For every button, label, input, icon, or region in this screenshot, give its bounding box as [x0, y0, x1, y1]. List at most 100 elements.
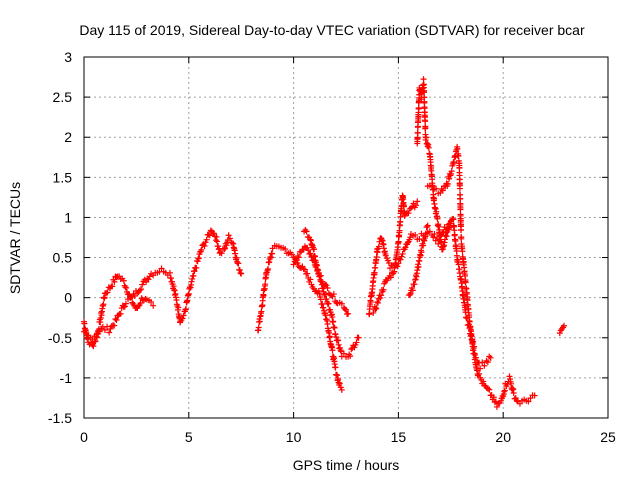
data-point [331, 324, 338, 331]
data-point [269, 250, 276, 257]
tick-labels: 0 5 10 15 20 25 -1.5 -1 -0.5 0 0.5 1 1.5 2 2.5 3 [48, 49, 616, 445]
data-point [338, 300, 345, 307]
data-point [322, 281, 329, 288]
data-point [439, 187, 446, 194]
data-point [180, 312, 187, 319]
data-point [137, 300, 144, 307]
data-point [560, 322, 567, 329]
data-point [158, 265, 165, 272]
data-point [112, 315, 119, 322]
data-point [307, 250, 314, 257]
data-point [374, 299, 381, 306]
data-point [335, 341, 342, 348]
data-points [81, 76, 567, 410]
data-point [89, 336, 96, 343]
data-point [469, 338, 476, 345]
data-point [447, 220, 454, 227]
data-point [458, 235, 465, 242]
y-tick-label: 0 [64, 290, 72, 306]
data-point [341, 306, 348, 313]
y-tick-label: 2.5 [53, 89, 73, 105]
data-point [235, 260, 242, 267]
data-point [556, 330, 563, 337]
data-point [450, 216, 457, 223]
data-point [123, 284, 130, 291]
data-point [103, 290, 110, 297]
data-point [120, 277, 127, 284]
data-point [311, 246, 318, 253]
data-point [412, 231, 419, 238]
data-point [484, 359, 491, 366]
data-point [313, 262, 320, 269]
data-point [179, 315, 186, 322]
data-point [183, 306, 190, 313]
data-point [304, 270, 311, 277]
data-point [348, 346, 355, 353]
data-point [456, 185, 463, 192]
data-point [373, 254, 380, 261]
y-tick-label: -1 [60, 370, 73, 386]
data-point [418, 249, 425, 256]
data-point [426, 228, 433, 235]
x-tick-label: 10 [286, 429, 302, 445]
data-point [139, 281, 146, 288]
data-point [260, 292, 267, 299]
data-point [323, 296, 330, 303]
data-point [203, 236, 210, 243]
data-point [462, 279, 469, 286]
data-point [206, 232, 213, 239]
data-point [399, 250, 406, 257]
data-point [398, 253, 405, 260]
data-point [198, 246, 205, 253]
data-point [421, 89, 428, 96]
data-point [265, 265, 272, 272]
data-point [493, 403, 500, 410]
data-point [433, 208, 440, 215]
data-point [448, 168, 455, 175]
data-point [425, 144, 432, 151]
data-point [374, 249, 381, 256]
data-point [195, 255, 202, 262]
data-point [332, 331, 339, 338]
data-point [476, 370, 483, 377]
data-point [92, 338, 99, 345]
data-point [434, 215, 441, 222]
data-point [446, 224, 453, 231]
x-tick-label: 25 [600, 429, 616, 445]
data-point [307, 276, 314, 283]
data-point [466, 312, 473, 319]
data-point [138, 286, 145, 293]
data-point [462, 309, 469, 316]
data-point [120, 304, 127, 311]
data-point [96, 328, 103, 335]
data-point [222, 245, 229, 252]
data-point [444, 180, 451, 187]
x-tick-label: 0 [80, 429, 88, 445]
data-point [443, 233, 450, 240]
data-point [335, 337, 342, 344]
data-point [353, 339, 360, 346]
data-point [422, 118, 429, 125]
data-point [355, 334, 362, 341]
data-point [394, 263, 401, 270]
data-point [301, 266, 308, 273]
data-point [217, 249, 224, 256]
data-point [481, 362, 488, 369]
data-point [490, 394, 497, 401]
data-point [431, 231, 438, 238]
data-point [205, 231, 212, 238]
data-point [145, 276, 152, 283]
data-point [282, 246, 289, 253]
data-point [329, 347, 336, 354]
data-point [111, 322, 118, 329]
data-point [414, 198, 421, 205]
data-point [414, 130, 421, 137]
data-point [185, 290, 192, 297]
data-point [338, 386, 345, 393]
data-point [319, 300, 326, 307]
data-point [405, 210, 412, 217]
data-point [201, 243, 208, 250]
data-point [150, 302, 157, 309]
data-point [487, 354, 494, 361]
data-point [444, 228, 451, 235]
